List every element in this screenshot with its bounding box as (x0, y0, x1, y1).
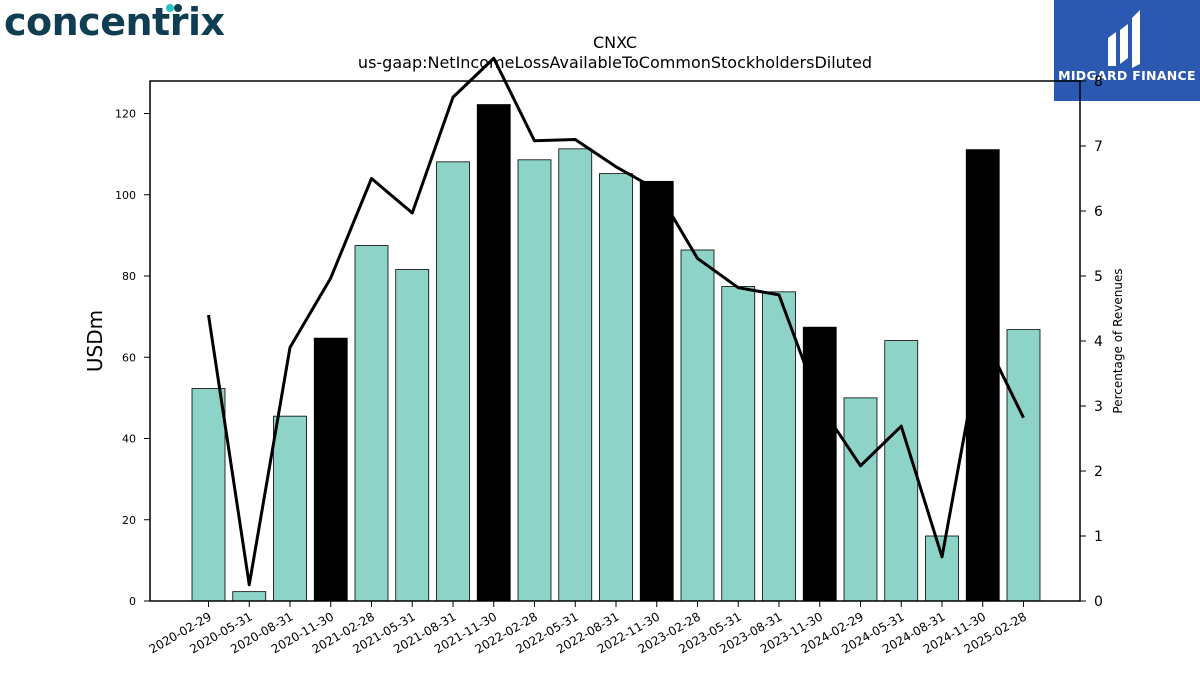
y2-tick-label: 7 (1094, 139, 1103, 155)
y2-tick-label: 3 (1094, 399, 1103, 415)
y2-tick-label: 5 (1094, 269, 1103, 285)
y2-axis-label: Percentage of Revenues (1111, 268, 1125, 413)
midgard-logo-text: MIDGARD FINANCE (1058, 68, 1196, 83)
y-axis-label: USDm (83, 310, 107, 372)
bar-2021-08-31 (436, 161, 470, 602)
midgard-logo-mark-icon (1108, 10, 1140, 68)
bar-2022-02-28 (517, 159, 552, 602)
bar-2022-05-31 (558, 148, 593, 602)
bar-2021-02-28 (354, 245, 389, 602)
bar-2023-05-31 (721, 286, 756, 602)
bar-2024-05-31 (884, 340, 919, 602)
y-tick-label: 0 (129, 595, 136, 608)
bar-2024-02-29 (843, 397, 878, 602)
bar-2024-08-31 (925, 535, 959, 602)
midgard-finance-logo: MIDGARD FINANCE (1054, 0, 1200, 101)
bar-2022-11-30 (639, 180, 674, 602)
y2-tick-label: 0 (1094, 594, 1103, 610)
chart-title: CNXC (593, 33, 637, 52)
concentrix-logo-text: concentrix (4, 0, 225, 44)
bar-2020-11-30 (313, 337, 348, 602)
bars-group (191, 104, 1041, 602)
y2-tick-label: 6 (1094, 204, 1103, 220)
bar-2020-05-31 (232, 591, 267, 602)
y2-tick-label: 2 (1094, 464, 1103, 480)
bar-2024-11-30 (965, 149, 1000, 602)
y2-axis-ticks: 0 1 2 3 4 5 6 7 8 (1080, 74, 1103, 610)
y-tick-label: 60 (122, 351, 136, 364)
bar-2021-05-31 (395, 269, 430, 602)
bar-2020-02-29 (191, 388, 226, 602)
logo-dot-teal (166, 4, 174, 12)
y-tick-label: 100 (115, 189, 136, 202)
bar-2025-02-28 (1006, 329, 1041, 602)
y-axis-ticks: 0 20 40 60 80 100 120 (115, 108, 150, 608)
y-tick-label: 40 (122, 433, 136, 446)
percentage-line (207, 56, 1025, 587)
y2-tick-label: 8 (1094, 74, 1103, 90)
bar-2022-08-31 (599, 173, 633, 602)
y2-tick-label: 1 (1094, 529, 1103, 545)
y2-tick-label: 4 (1094, 334, 1103, 350)
y-tick-label: 20 (122, 514, 136, 527)
line-group (207, 56, 1025, 587)
bar-2020-08-31 (273, 415, 307, 602)
bar-2023-08-31 (762, 291, 796, 602)
y-tick-label: 80 (122, 270, 136, 283)
concentrix-logo: concentrix (4, 0, 225, 44)
x-axis-ticks: 2020-02-292020-05-312020-08-312020-11-30… (147, 601, 1029, 656)
bar-2023-02-28 (680, 249, 715, 602)
bar-2021-11-30 (476, 104, 511, 602)
chart-subtitle: us-gaap:NetIncomeLossAvailableToCommonSt… (358, 53, 872, 72)
y-tick-label: 120 (115, 108, 136, 121)
bar-2023-11-30 (802, 326, 837, 602)
logo-dot-navy (174, 4, 182, 12)
